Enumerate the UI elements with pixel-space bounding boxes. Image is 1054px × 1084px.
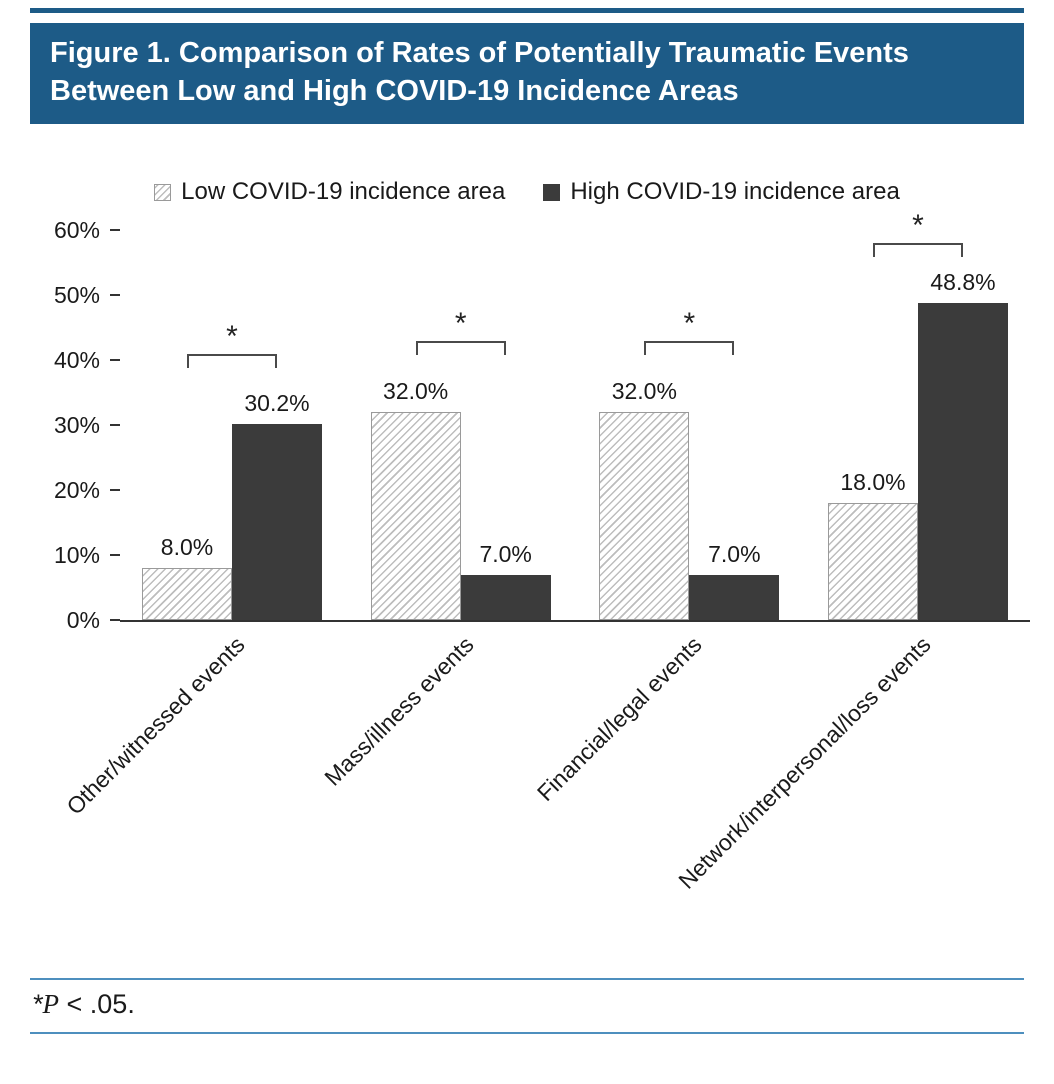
value-label-low: 18.0% [840,469,906,496]
value-label-low: 32.0% [383,378,449,405]
bar-low-incidence [142,568,232,621]
significance-asterisk: * [683,306,696,340]
y-axis-tick-mark [110,489,120,492]
y-axis-tick-mark [110,359,120,362]
bar-group-2: 32.0% 7.0% * Mass/illness events [319,232,551,791]
figure-title: Figure 1. Comparison of Rates of Potenti… [50,37,909,107]
legend-swatch-hatched-icon [154,183,172,201]
y-axis-tick-mark [110,424,120,427]
bar-high-incidence [232,424,322,621]
y-axis-tick-label: 0% [66,607,100,634]
value-label-high: 30.2% [244,390,310,417]
y-axis-tick-mark [110,294,120,297]
footnote-asterisk: * [32,989,43,1020]
legend-label-high: High COVID-19 incidence area [570,178,900,206]
y-axis-tick-label: 40% [53,347,100,374]
bar-high-incidence [689,574,780,621]
y-axis-tick-mark [110,619,120,622]
significance-bracket [187,353,277,368]
bar-high-incidence [917,303,1008,621]
top-accent-rule [30,8,1024,13]
legend-label-low: Low COVID-19 incidence area [181,178,506,206]
plot-area: 0% 10% 20% 30% 40% 50% 60% 8.0% 30.2% * Other/witn… [54,211,1030,894]
y-axis-tick-label: 50% [53,282,100,309]
y-axis-tick-label: 20% [53,477,100,504]
footnote-text: < .05. [59,989,135,1020]
significance-bracket [872,243,963,258]
value-label-high: 48.8% [930,269,996,296]
bar-low-incidence [599,412,690,621]
bar-low-incidence [827,503,918,621]
y-axis-tick-label: 60% [53,217,100,244]
significance-asterisk: * [226,319,238,353]
legend-swatch-solid-icon [543,183,561,201]
bar-group-3: 32.0% 7.0% * Financial/legal events [532,232,780,806]
legend-item-low: Low COVID-19 incidence area [154,178,505,206]
chart-legend: Low COVID-19 incidence area High COVID-1… [0,178,1054,206]
y-axis-tick-mark [110,229,120,232]
y-axis-tick-label: 30% [53,412,100,439]
footnote: *P < .05. [30,978,1024,1035]
value-label-low: 8.0% [160,534,214,561]
significance-asterisk: * [912,209,924,243]
value-label-low: 32.0% [611,378,677,405]
y-axis-tick-label: 10% [53,542,100,569]
value-label-high: 7.0% [479,540,532,567]
significance-asterisk: * [454,306,467,340]
bar-group-1: 8.0% 30.2% * Other/witnessed events [61,232,322,820]
significance-bracket [415,340,506,355]
footnote-p-symbol: P [42,989,60,1020]
significance-bracket [644,340,735,355]
bar-group-4: 18.0% 48.8% * Network/interpersonal/loss ev… [673,211,1008,894]
value-label-high: 7.0% [708,540,761,567]
y-axis-tick-mark [110,554,120,557]
bar-high-incidence [460,574,551,621]
legend-item-high: High COVID-19 incidence area [543,178,900,206]
bar-chart: 0% 10% 20% 30% 40% 50% 60% 8.0% 30.2% * Other/witn… [34,211,1030,978]
figure-title-bar: Figure 1. Comparison of Rates of Potenti… [30,23,1024,125]
bar-low-incidence [370,412,461,621]
